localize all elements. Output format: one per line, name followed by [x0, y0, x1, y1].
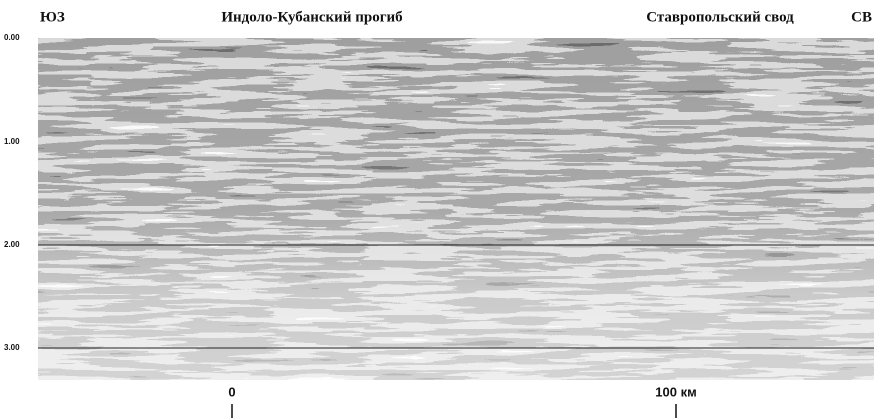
axis-label: 1.00: [4, 137, 20, 146]
body: ЮЗ Индоло-Кубанский прогиб Ставропольски…: [0, 0, 874, 418]
axis-label: 0.00: [4, 33, 20, 42]
section-fade: [38, 38, 874, 380]
figure: ЮЗ Индоло-Кубанский прогиб Ставропольски…: [0, 0, 874, 418]
region-left: Индоло-Кубанский прогиб: [221, 9, 402, 25]
direction-left: ЮЗ: [40, 9, 65, 25]
direction-right: СВ: [851, 9, 872, 25]
axis-label: 3.00: [4, 343, 20, 352]
region-right: Ставропольский свод: [646, 9, 794, 25]
axis-label: 2.00: [4, 240, 20, 249]
page: Seismic section {"header": {"left": "ЮЗ"…: [0, 0, 874, 418]
scale-label: 0: [228, 384, 235, 399]
scale-label: 100 км: [655, 384, 696, 399]
